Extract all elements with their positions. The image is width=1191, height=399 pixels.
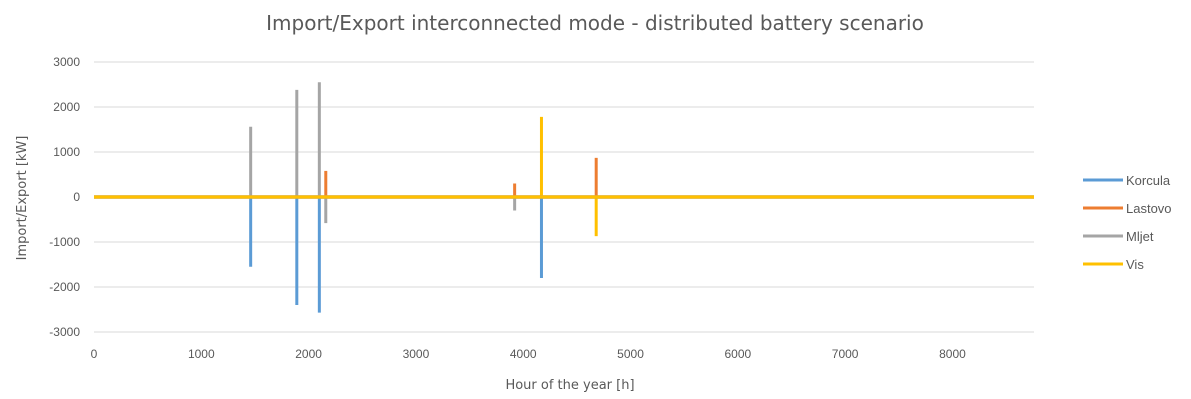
y-tick-label: 3000 [53,55,80,69]
legend-label: Vis [1126,257,1144,272]
y-tick-label: -2000 [49,280,80,294]
x-tick-label: 7000 [832,347,859,361]
y-tick-label: 0 [73,190,80,204]
legend-label: Korcula [1126,173,1171,188]
series-vis [539,116,598,237]
x-tick-label: 2000 [295,347,322,361]
legend-label: Mljet [1126,229,1154,244]
x-tick-label: 8000 [939,347,966,361]
series-korcula [249,197,543,313]
x-axis-ticks: 0 1000 2000 3000 4000 5000 6000 7000 8000 [91,347,966,361]
x-tick-label: 6000 [724,347,751,361]
y-tick-label: 1000 [53,145,80,159]
y-tick-label: -3000 [49,325,80,339]
x-tick-label: 0 [91,347,98,361]
y-axis-label: Import/Export [kW] [15,136,30,261]
x-tick-label: 1000 [188,347,215,361]
x-tick-label: 3000 [403,347,430,361]
series-lastovo [324,157,598,197]
x-tick-label: 4000 [510,347,537,361]
series-mljet [249,82,517,224]
y-tick-label: 2000 [53,100,80,114]
x-axis-label: Hour of the year [h] [505,378,634,393]
y-tick-label: -1000 [49,235,80,249]
legend: Korcula Lastovo Mljet Vis [1083,173,1172,272]
series-layer [94,82,1034,313]
y-axis-ticks: 3000 2000 1000 0 -1000 -2000 -3000 [49,55,80,339]
chart-title: Import/Export interconnected mode - dist… [266,11,924,35]
legend-label: Lastovo [1126,201,1172,216]
x-tick-label: 5000 [617,347,644,361]
